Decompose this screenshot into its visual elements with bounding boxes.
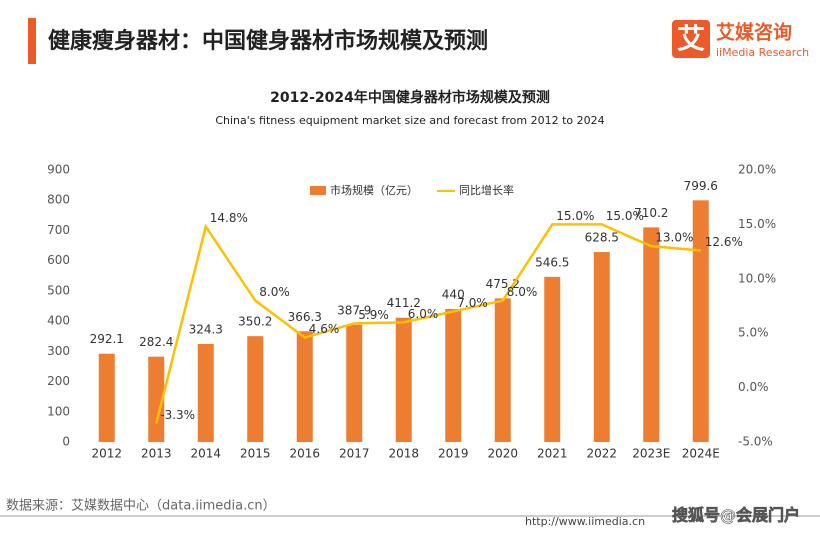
- x-tick-label: 2020: [487, 447, 518, 461]
- y-tick-label: 800: [47, 193, 70, 207]
- bar-value-label: 628.5: [585, 231, 619, 245]
- bar: [692, 200, 709, 442]
- bar: [643, 227, 660, 442]
- y-tick-label: 500: [47, 283, 70, 297]
- x-tick-label: 2015: [240, 447, 271, 461]
- y2-tick-label: 20.0%: [738, 163, 776, 177]
- x-tick-label: 2023E: [632, 447, 670, 461]
- bar: [395, 317, 412, 442]
- bar-value-label: 799.6: [684, 179, 718, 193]
- logo-icon: 艾: [677, 22, 705, 55]
- logo-name: 艾媒咨询: [716, 21, 792, 44]
- chart-title: 2012-2024年中国健身器材市场规模及预测: [270, 89, 550, 106]
- y2-tick-label: 5.0%: [738, 326, 769, 340]
- bar-value-label: 387.9: [337, 303, 371, 317]
- logo-sub: iiMedia Research: [716, 46, 809, 59]
- x-tick-label: 2017: [339, 447, 370, 461]
- bar-value-label: 324.3: [189, 322, 223, 336]
- y-tick-label: 600: [47, 253, 70, 267]
- legend-swatch: [310, 186, 326, 195]
- y-tick-label: 100: [47, 404, 70, 418]
- line-value-label: 6.0%: [408, 307, 439, 321]
- bar: [445, 309, 462, 442]
- x-tick-label: 2018: [388, 447, 419, 461]
- line-value-label: 7.0%: [457, 296, 488, 310]
- line-value-label: 15.0%: [556, 209, 594, 223]
- bar: [544, 276, 561, 442]
- chart-subtitle: China's fitness equipment market size an…: [215, 114, 604, 127]
- bar-value-label: 350.2: [238, 315, 272, 329]
- page-title: 健康瘦身器材：中国健身器材市场规模及预测: [48, 28, 488, 54]
- x-tick-label: 2019: [438, 447, 469, 461]
- bar-value-label: 411.2: [387, 296, 421, 310]
- bar-value-label: 282.4: [139, 335, 173, 349]
- x-tick-label: 2022: [586, 447, 617, 461]
- line-value-label: 14.8%: [210, 211, 248, 225]
- y-tick-label: 0: [62, 435, 70, 449]
- line-value-label: 8.0%: [259, 285, 290, 299]
- growth-line: [155, 223, 701, 424]
- watermark: 搜狐号@会展门户: [672, 506, 800, 525]
- line-value-label: 12.6%: [705, 235, 743, 249]
- x-tick-label: 2013: [141, 447, 172, 461]
- line-value-label: -3.3%: [160, 408, 195, 422]
- bar-value-label: 546.5: [535, 255, 569, 269]
- logo-box: [672, 20, 710, 58]
- bar-value-label: 440: [442, 288, 465, 302]
- bar: [197, 343, 214, 442]
- bar: [98, 353, 115, 442]
- y-tick-label: 300: [47, 344, 70, 358]
- bar: [494, 298, 511, 442]
- x-tick-label: 2016: [289, 447, 320, 461]
- line-value-label: 5.9%: [358, 308, 389, 322]
- bar-value-label: 292.1: [90, 332, 124, 346]
- y-tick-label: 200: [47, 374, 70, 388]
- bar: [247, 336, 264, 442]
- legend-label: 同比增长率: [459, 183, 514, 197]
- bar: [593, 252, 610, 442]
- bar: [346, 324, 363, 442]
- y-tick-label: 400: [47, 314, 70, 328]
- title-accent: [28, 18, 36, 64]
- x-tick-label: 2021: [537, 447, 568, 461]
- line-value-label: 8.0%: [507, 285, 538, 299]
- y2-tick-label: 10.0%: [738, 271, 776, 285]
- bar: [296, 331, 313, 442]
- x-tick-label: 2014: [190, 447, 221, 461]
- line-value-label: 15.0%: [606, 209, 644, 223]
- y2-tick-label: 15.0%: [738, 217, 776, 231]
- y-tick-label: 900: [47, 163, 70, 177]
- y-tick-label: 700: [47, 223, 70, 237]
- y2-tick-label: -5.0%: [738, 435, 773, 449]
- line-value-label: 4.6%: [309, 322, 340, 336]
- line-value-label: 13.0%: [655, 231, 693, 245]
- legend-label: 市场规模（亿元）: [330, 183, 418, 197]
- bar: [148, 356, 165, 442]
- url: http://www.iimedia.cn: [525, 515, 645, 528]
- bar-value-label: 366.3: [288, 310, 322, 324]
- x-tick-label: 2024E: [682, 447, 720, 461]
- bar-value-label: 710.2: [634, 206, 668, 220]
- source: 数据来源：艾媒数据中心（data.iimedia.cn）: [6, 499, 276, 514]
- x-tick-label: 2012: [91, 447, 122, 461]
- y2-tick-label: 0.0%: [738, 380, 769, 394]
